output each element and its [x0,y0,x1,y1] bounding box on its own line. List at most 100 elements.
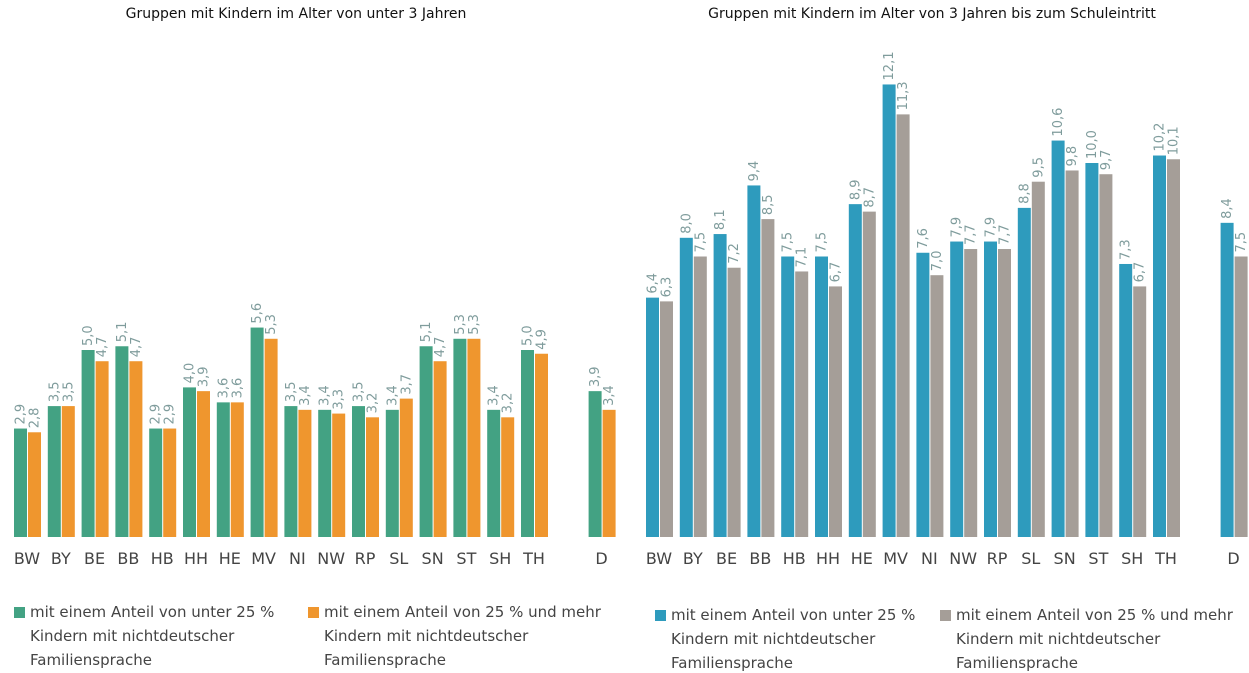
x-tick-label: HH [184,549,208,568]
data-label: 5,0 [521,325,536,346]
bar [385,409,399,537]
bar [727,267,741,537]
bar [588,391,602,537]
bar [197,391,210,537]
data-label: 5,0 [81,325,96,346]
data-label: 4,7 [129,337,144,358]
bar [399,398,413,537]
x-tick-label: D [595,549,607,568]
data-label: 3,6 [216,378,231,399]
bar [602,409,616,537]
data-label: 3,6 [230,378,245,399]
x-tick-label: BE [84,549,105,568]
bar [1153,155,1166,537]
data-label: 7,5 [815,232,830,253]
bar [332,413,346,537]
legend-entry: mit einem Anteil von 25 % und mehr Kinde… [940,603,1236,673]
data-label: 5,3 [453,314,468,335]
x-tick-label: SH [1121,549,1143,568]
data-label: 10,6 [1051,108,1066,137]
bar [216,402,230,537]
data-label: 6,3 [660,277,675,298]
bar [47,406,61,537]
chart-title: Gruppen mit Kindern im Alter von 3 Jahre… [708,6,1156,22]
x-tick-label: SL [389,549,408,568]
data-label: 8,5 [761,194,776,215]
bar [896,114,910,537]
data-label: 10,0 [1085,130,1100,159]
data-label: 5,6 [250,303,265,324]
data-label: 12,1 [882,52,897,81]
data-label: 7,5 [1234,232,1249,253]
data-label: 3,9 [197,366,212,387]
data-label: 7,5 [781,232,796,253]
x-tick-label: SL [1021,549,1040,568]
data-label: 7,3 [1119,239,1134,260]
bar [352,406,365,537]
bar [950,241,964,538]
legend-label: mit einem Anteil von unter 25 % Kindern … [671,606,916,672]
bar [501,417,515,537]
bar [1220,222,1234,537]
bar [419,346,433,537]
data-label: 6,7 [829,262,844,283]
legend-swatch [940,610,951,621]
bar [1031,181,1045,537]
data-label: 8,7 [862,187,877,208]
legend-swatch [308,607,319,618]
x-tick-label: HE [219,549,241,568]
data-label: 5,3 [467,314,482,335]
x-tick-label: HE [851,549,873,568]
bar [679,237,693,538]
legend-entry: mit einem Anteil von unter 25 % Kindern … [655,603,951,673]
bar [1133,286,1147,537]
data-label: 7,9 [950,217,965,238]
bar [862,211,876,537]
data-label: 9,4 [747,161,762,182]
bar [467,338,481,537]
x-tick-label: MV [883,549,908,568]
bar [535,353,548,537]
bar [1051,140,1065,537]
data-label: 8,0 [679,213,694,234]
data-label: 3,7 [399,374,414,395]
bar [930,275,944,537]
bar [848,204,862,537]
bar [264,338,278,537]
bar [984,241,997,538]
data-label: 9,5 [1031,157,1046,178]
bar [829,286,842,537]
bar [163,428,177,537]
data-label: 2,9 [149,404,164,425]
data-label: 3,9 [588,366,603,387]
x-tick-label: NI [921,549,938,568]
x-tick-label: MV [251,549,276,568]
bar [298,409,312,537]
data-label: 3,4 [385,385,400,406]
data-label: 7,9 [984,217,999,238]
bar [916,252,930,537]
data-label: 2,8 [28,408,43,429]
data-label: 7,1 [795,247,810,268]
data-label: 7,7 [964,224,979,245]
data-label: 7,7 [998,224,1013,245]
data-label: 4,7 [433,337,448,358]
bar [149,428,163,537]
legend-label: mit einem Anteil von 25 % und mehr Kinde… [324,603,601,669]
bar [882,84,896,538]
bar [1119,263,1133,537]
bar [646,297,659,537]
legend-swatch [655,610,666,621]
bar [61,406,75,537]
data-label: 8,4 [1220,198,1235,219]
data-label: 3,5 [284,381,299,402]
data-label: 11,3 [896,81,911,110]
data-label: 7,2 [727,243,742,264]
bar [1099,174,1113,537]
data-label: 10,2 [1153,123,1168,152]
x-tick-label: ST [1088,549,1108,568]
bar [1167,159,1180,537]
bar [521,350,534,537]
